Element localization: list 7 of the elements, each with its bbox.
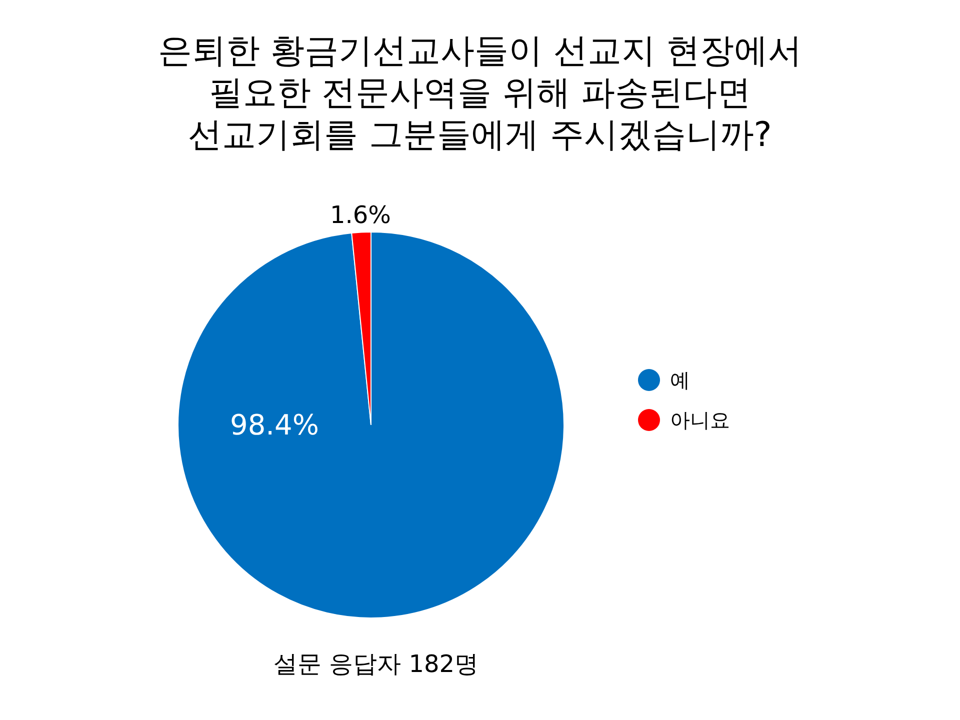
data-label: 1.6%	[330, 200, 391, 229]
legend-label: 예	[670, 366, 690, 394]
chart-title: 은퇴한 황금기선교사들이 선교지 현장에서 필요한 전문사역을 위해 파송된다면 선교기회를 그분들에게 주시겠습니까?	[156, 30, 804, 156]
data-label: 98.4%	[230, 408, 319, 442]
pie-slice	[178, 232, 564, 618]
text: 설문 응답자 182명	[272, 649, 480, 680]
legend-label: 아니요	[670, 406, 730, 434]
